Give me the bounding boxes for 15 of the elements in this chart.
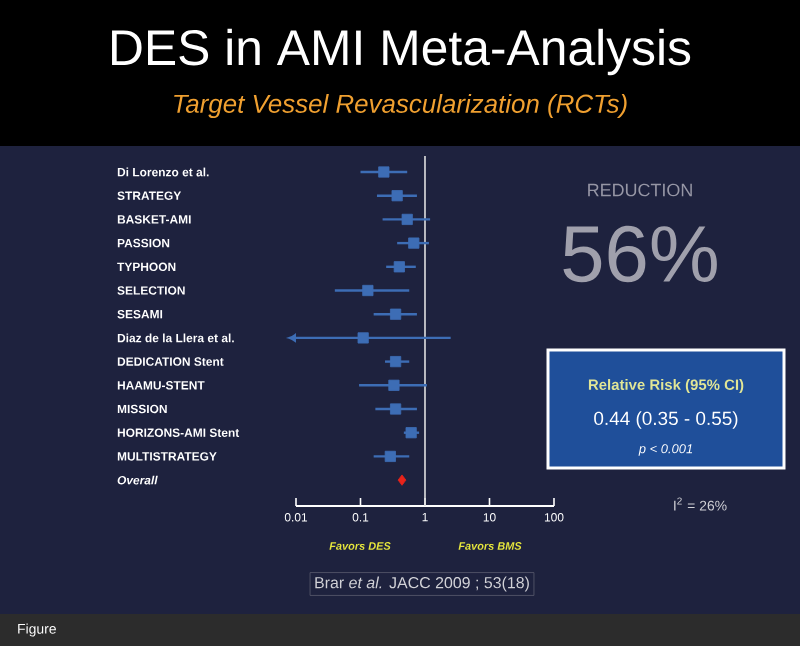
point [397, 474, 407, 486]
point [401, 213, 413, 225]
point [384, 450, 396, 462]
chart-subtitle: Target Vessel Revascularization (RCTs) [174, 93, 627, 119]
point [390, 356, 402, 368]
text: 56% [563, 225, 717, 283]
text: REDUCTION [588, 183, 692, 197]
text: 0.44 (0.35 - 0.55) [594, 411, 738, 429]
point [390, 308, 402, 320]
point [390, 403, 402, 415]
point [393, 261, 405, 273]
point [391, 190, 403, 202]
point [378, 166, 390, 178]
point [388, 379, 400, 391]
chart-title: DES in AMI Meta-Analysis [112, 28, 691, 76]
